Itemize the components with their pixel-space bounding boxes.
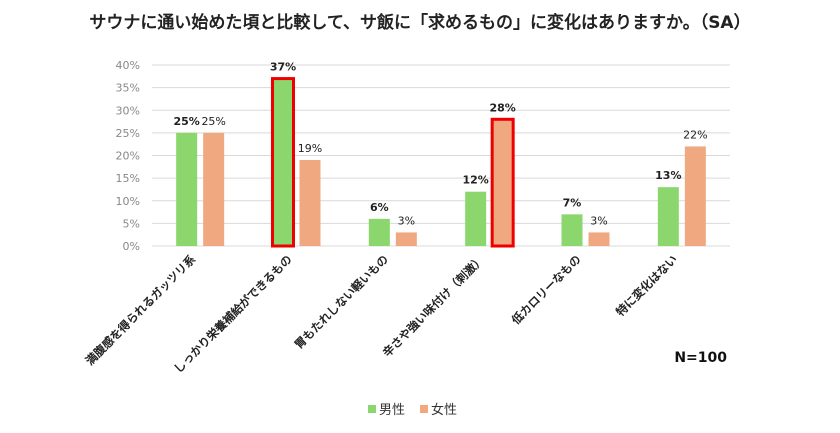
data-label: 28% [489, 101, 515, 114]
data-label: 25% [201, 115, 225, 128]
bar-female [490, 117, 515, 248]
chart-title: サウナに通い始めた頃と比較して、サ飯に「求めるもの」に変化はありますか。（SA） [89, 13, 751, 33]
sample-size-note: N=100 [674, 350, 727, 366]
y-tick-label: 15% [116, 172, 140, 185]
x-tick-label: 特に変化はない [613, 252, 680, 319]
data-label: 7% [563, 196, 582, 209]
legend-label: 女性 [431, 402, 457, 418]
x-tick-label: 辛さや強い味付け（刺激） [380, 252, 487, 359]
bar-male [271, 77, 295, 248]
bar-female [203, 132, 225, 246]
bar-male [465, 191, 487, 246]
x-tick-label: 低カロリーなもの [508, 252, 584, 328]
y-tick-label: 0% [123, 240, 140, 253]
y-tick-label: 10% [116, 195, 140, 208]
legend-label: 男性 [379, 403, 405, 418]
bar-male [657, 187, 679, 246]
data-label: 12% [462, 174, 488, 187]
bar-female [588, 232, 610, 246]
bar-male [176, 132, 198, 246]
data-label: 25% [173, 115, 199, 128]
y-tick-label: 5% [123, 217, 140, 230]
data-label: 6% [370, 201, 389, 214]
y-tick-label: 35% [116, 82, 140, 95]
legend-swatch [420, 405, 428, 413]
y-tick-label: 40% [116, 59, 140, 72]
x-tick-label: 胃もたれしない軽いもの [292, 252, 391, 351]
legend-swatch [368, 405, 376, 413]
bar-female [299, 160, 321, 246]
y-tick-label: 20% [116, 150, 140, 163]
data-label: 13% [655, 169, 681, 182]
bar-male [561, 214, 583, 246]
y-tick-label: 30% [116, 104, 140, 117]
x-tick-label: 満腹感を得られるガッツリ系 [83, 252, 199, 368]
y-tick-label: 25% [116, 127, 140, 140]
data-label: 3% [398, 214, 415, 227]
bar-male [368, 218, 390, 246]
data-label: 3% [590, 214, 607, 227]
bar-female [684, 146, 706, 246]
data-label: 37% [270, 61, 296, 74]
bar-female [395, 232, 417, 246]
data-label: 22% [683, 128, 707, 141]
data-label: 19% [298, 142, 322, 155]
